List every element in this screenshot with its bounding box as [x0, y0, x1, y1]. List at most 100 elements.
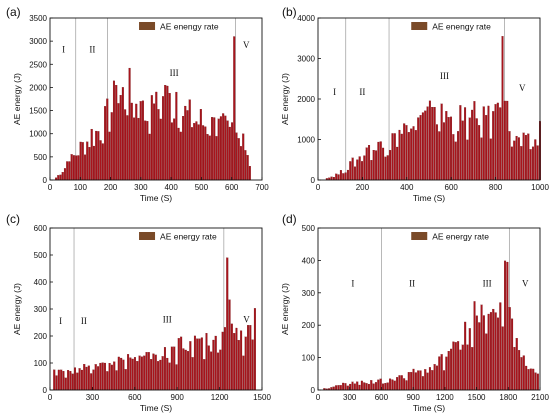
- bar: [403, 123, 406, 181]
- legend-label: AE energy rate: [432, 232, 489, 242]
- x-tick-label: 200: [104, 183, 118, 192]
- bar: [363, 155, 366, 181]
- x-tick-label: 600: [445, 183, 459, 192]
- bar: [61, 172, 64, 181]
- bar: [78, 368, 81, 391]
- bar: [367, 383, 370, 391]
- stage-label: V: [519, 83, 526, 93]
- x-tick-label: 700: [255, 183, 269, 192]
- bar: [525, 365, 528, 391]
- bar: [99, 140, 102, 181]
- bar: [496, 317, 499, 391]
- x-tick-label: 1500: [253, 393, 271, 402]
- legend-label: AE energy rate: [160, 232, 217, 242]
- bar: [129, 357, 132, 391]
- bar: [204, 126, 207, 181]
- bar: [95, 130, 98, 181]
- bar: [219, 116, 222, 181]
- bar: [133, 357, 136, 391]
- bar: [346, 385, 349, 391]
- bar: [459, 349, 462, 391]
- bar: [207, 345, 210, 391]
- bar: [108, 131, 111, 181]
- bar: [384, 383, 387, 391]
- bar: [179, 131, 182, 181]
- bar: [203, 359, 206, 391]
- bar: [435, 124, 438, 181]
- y-tick-label: 1000: [297, 136, 315, 145]
- bar: [141, 100, 144, 181]
- bar: [466, 344, 469, 391]
- bar: [431, 370, 434, 391]
- y-tick-label: 300: [34, 305, 48, 314]
- bar: [513, 140, 516, 181]
- stage-label: I: [333, 87, 336, 97]
- stage-label: III: [440, 71, 449, 81]
- y-tick-label: 300: [302, 289, 316, 298]
- bar: [66, 161, 69, 181]
- bar: [400, 133, 403, 181]
- bar: [454, 141, 457, 181]
- bar: [110, 112, 113, 181]
- stage-label: I: [59, 316, 62, 326]
- bar: [503, 100, 506, 181]
- bar: [128, 67, 131, 181]
- bar: [253, 308, 256, 391]
- bar: [146, 121, 149, 181]
- bar: [393, 380, 396, 391]
- bar: [202, 125, 205, 181]
- bar: [374, 382, 377, 391]
- x-tick-label: 0: [316, 393, 321, 402]
- bar: [391, 133, 394, 181]
- chart-panel-4: (d) 0 300 600 900 1200 1500 1800 2100 0 100 200 300 4…: [280, 212, 549, 413]
- bar: [70, 154, 73, 181]
- bar: [219, 349, 222, 391]
- bar: [480, 304, 483, 391]
- bar: [120, 357, 123, 391]
- bar: [215, 136, 218, 181]
- bar: [188, 99, 191, 181]
- bar: [372, 149, 375, 181]
- bar: [166, 357, 169, 391]
- bar: [221, 331, 224, 391]
- bar: [442, 122, 445, 181]
- bar: [213, 117, 216, 181]
- bar: [438, 356, 441, 391]
- bar: [353, 166, 356, 181]
- bar: [182, 348, 185, 391]
- bar: [119, 95, 122, 181]
- bar: [60, 369, 63, 391]
- panel-label: (b): [282, 5, 297, 19]
- stage-label: V: [522, 278, 529, 288]
- stage-label: I: [351, 278, 354, 288]
- bar: [180, 336, 183, 391]
- bar: [246, 155, 249, 181]
- bar: [154, 354, 157, 391]
- bar: [461, 344, 464, 391]
- bar: [112, 80, 115, 181]
- bar: [69, 371, 72, 391]
- y-tick-label: 200: [302, 321, 316, 330]
- bar: [210, 351, 213, 391]
- legend-swatch: [411, 22, 428, 30]
- bar: [217, 118, 220, 181]
- bar: [175, 91, 178, 181]
- bar: [412, 126, 415, 181]
- bar: [63, 168, 66, 181]
- bar: [393, 133, 396, 181]
- bar: [517, 137, 520, 181]
- bar: [504, 260, 507, 391]
- bar: [94, 364, 97, 391]
- bar: [414, 130, 417, 181]
- bar: [508, 307, 511, 391]
- y-tick-label: 500: [34, 251, 48, 260]
- x-tick-label: 0: [48, 393, 53, 402]
- bar: [368, 145, 371, 181]
- bar: [450, 348, 453, 391]
- bar: [452, 134, 455, 181]
- bar: [88, 147, 91, 181]
- bar: [339, 385, 342, 391]
- bar: [53, 369, 56, 391]
- y-tick-label: 500: [34, 153, 48, 162]
- plot-frame: [317, 227, 541, 391]
